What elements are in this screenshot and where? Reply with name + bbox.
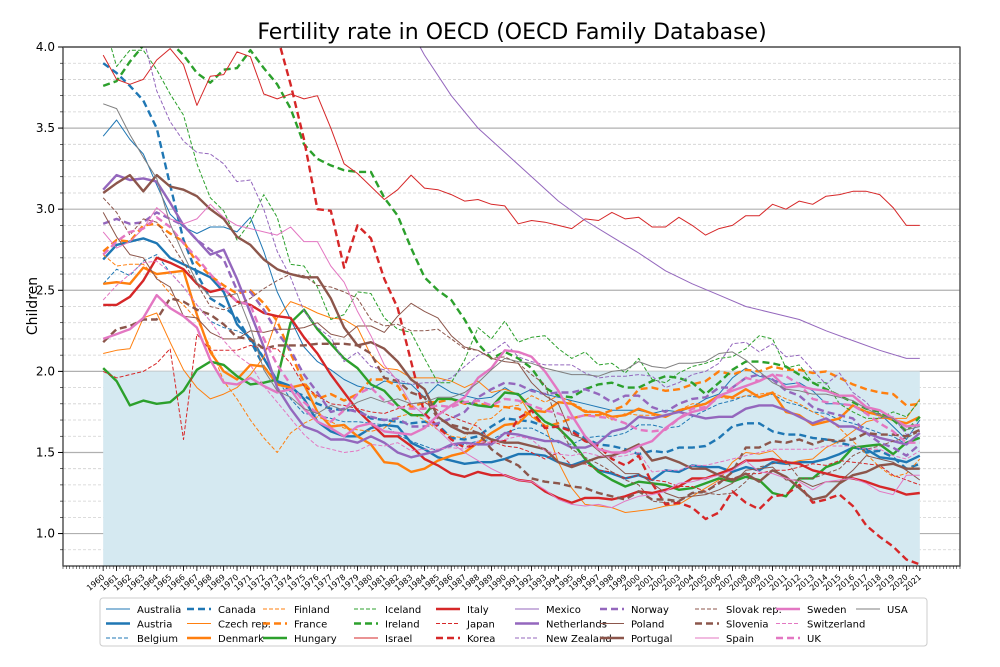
legend-label: Belgium bbox=[137, 634, 178, 645]
y-tick-label: 3.5 bbox=[36, 121, 55, 135]
y-axis-label: Children bbox=[25, 277, 41, 335]
legend-label: Slovak rep. bbox=[726, 605, 782, 616]
series-line-slovak-rep- bbox=[102, 197, 921, 504]
series-line-sweden bbox=[102, 293, 920, 454]
legend-label: Ireland bbox=[385, 620, 420, 631]
series-line-finland bbox=[102, 254, 921, 478]
series-line-norway bbox=[102, 211, 921, 457]
legend-label: Italy bbox=[467, 605, 489, 616]
legend-label: Spain bbox=[726, 634, 754, 645]
legend-label: Austria bbox=[137, 620, 172, 631]
legend-label: France bbox=[294, 620, 327, 631]
series-line-portugal bbox=[102, 173, 920, 501]
series-line-netherlands bbox=[102, 173, 921, 459]
legend-label: Korea bbox=[467, 634, 495, 645]
legend-label: Hungary bbox=[294, 634, 337, 645]
y-tick-label: 3.0 bbox=[36, 202, 55, 216]
series-line-japan bbox=[102, 333, 920, 492]
y-tick-label: 2.5 bbox=[36, 283, 55, 297]
replacement-band bbox=[103, 371, 920, 566]
legend-label: Sweden bbox=[807, 605, 847, 616]
series-line-austria bbox=[102, 237, 921, 482]
legend: Australia Austria Belgium Canada Czech rep. D… bbox=[99, 597, 928, 647]
legend-label: USA bbox=[887, 605, 908, 616]
y-tick-label: 1.0 bbox=[36, 527, 55, 541]
x-ticks: 1960196119621963196419651966196719681969… bbox=[62, 566, 961, 593]
series-line-slovenia bbox=[102, 297, 921, 503]
legend-label: Iceland bbox=[385, 605, 421, 616]
legend-label: New Zealand bbox=[546, 634, 612, 645]
legend-label: Israel bbox=[385, 634, 412, 645]
legend-label: Czech rep. bbox=[218, 620, 271, 631]
legend-label: Slovenia bbox=[726, 620, 769, 631]
series-line-switzerland bbox=[102, 260, 921, 473]
legend-label: Canada bbox=[218, 605, 256, 616]
series-lines bbox=[102, 47, 921, 566]
series-line-korea bbox=[279, 47, 921, 566]
y-tick-label: 4.0 bbox=[36, 40, 55, 54]
legend-label: Denmark bbox=[218, 634, 264, 645]
legend-label: Switzerland bbox=[807, 620, 865, 631]
series-line-usa bbox=[103, 103, 920, 431]
legend-label: Finland bbox=[294, 605, 330, 616]
y-tick-label: 1.5 bbox=[36, 445, 55, 459]
series-line-mexico bbox=[419, 47, 920, 359]
legend-label: Netherlands bbox=[546, 620, 607, 631]
series-line-belgium bbox=[102, 254, 921, 452]
series-line-israel bbox=[102, 48, 920, 236]
chart-title: Fertility rate in OECD (OECD Family Data… bbox=[257, 20, 766, 45]
series-line-new-zealand bbox=[145, 47, 920, 436]
legend-label: Poland bbox=[631, 620, 664, 631]
legend-label: Portugal bbox=[631, 634, 672, 645]
legend-label: UK bbox=[807, 634, 821, 645]
legend-label: Norway bbox=[631, 605, 669, 616]
y-tick-label: 2.0 bbox=[36, 364, 55, 378]
legend-label: Japan bbox=[466, 620, 495, 631]
legend-label: Mexico bbox=[546, 605, 581, 616]
series-line-spain bbox=[102, 203, 920, 509]
series-line-canada bbox=[102, 62, 921, 470]
below-replacement-band bbox=[103, 371, 920, 566]
series-line-hungary bbox=[102, 308, 921, 498]
legend-box bbox=[99, 597, 928, 647]
y-ticks: 1.0 1.5 2.0 2.5 3.0 3.5 4.0 bbox=[36, 40, 63, 551]
legend-label: Australia bbox=[137, 605, 181, 616]
series-line-ireland bbox=[102, 47, 921, 433]
